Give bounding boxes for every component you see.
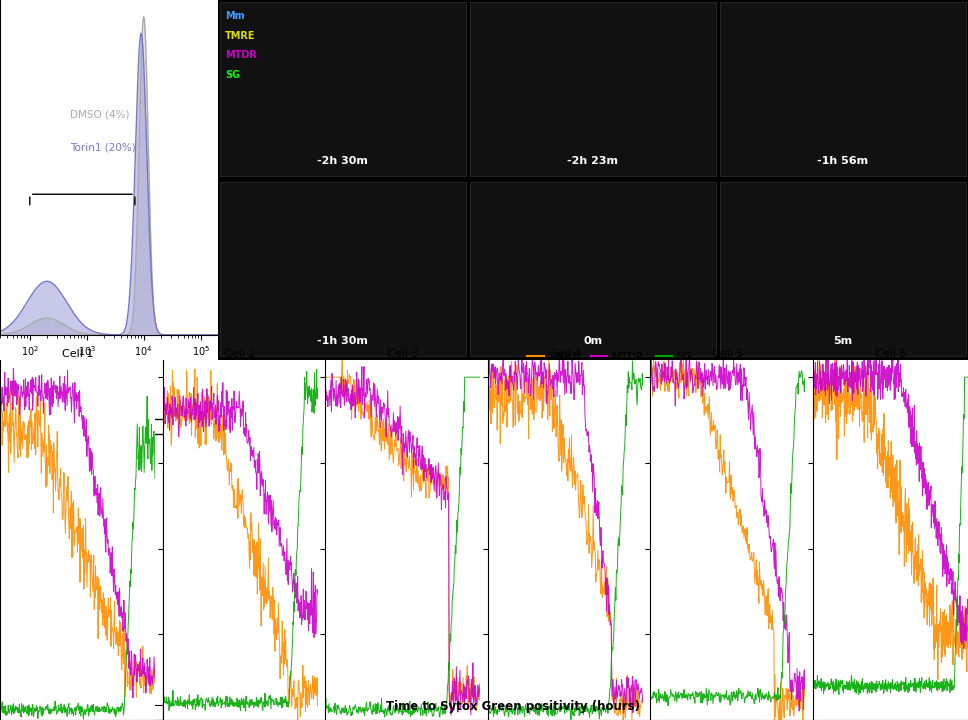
X-axis label: cyt c AF488: cyt c AF488 (73, 364, 145, 374)
Point (66, 657, 81, 668)
Title: Cell 2: Cell 2 (225, 349, 256, 359)
Text: MTDR: MTDR (226, 50, 257, 60)
Text: -1h 30m: -1h 30m (318, 336, 368, 346)
Point (168, 554, 184, 566)
Bar (720, 1, 966, 176)
Title: Cell 5: Cell 5 (712, 349, 743, 359)
Text: SG: SG (226, 71, 240, 80)
Bar (220, 1, 466, 176)
Title: Cell 3: Cell 3 (387, 349, 418, 359)
Point (34, 698, 49, 710)
Text: -2h 23m: -2h 23m (567, 156, 619, 166)
Text: 0m: 0m (584, 336, 602, 346)
Bar (470, 181, 715, 356)
Text: **: ** (122, 423, 134, 432)
Bar (16, 705, 54, 720)
Point (181, 418, 197, 429)
Bar (720, 181, 966, 356)
Text: -1h 56m: -1h 56m (817, 156, 868, 166)
Text: DMSO (4%): DMSO (4%) (70, 109, 129, 120)
Point (28, 700, 44, 711)
Bar (164, 469, 201, 720)
Point (143, 698, 159, 710)
Legend: UN, Mm: UN, Mm (5, 390, 46, 423)
Text: 5m: 5m (833, 336, 853, 346)
Bar (54, 662, 93, 720)
Bar (125, 705, 164, 720)
Point (21, 701, 37, 713)
Point (73, 649, 88, 660)
Title: Cell 6: Cell 6 (875, 349, 906, 359)
Title: Cell 1: Cell 1 (62, 349, 93, 359)
Point (59, 665, 75, 677)
Text: -2h 30m: -2h 30m (318, 156, 368, 166)
Bar (220, 181, 466, 356)
Text: C: C (196, 0, 210, 1)
Title: Cell 4: Cell 4 (550, 349, 581, 359)
Text: Mm: Mm (226, 11, 245, 21)
Legend: TMRE, MTDR, SG: TMRE, MTDR, SG (523, 348, 697, 366)
Point (174, 471, 190, 482)
Text: Time to Sytox Green positivity (hours): Time to Sytox Green positivity (hours) (386, 700, 640, 713)
Point (130, 701, 145, 713)
Text: ***: *** (100, 407, 118, 417)
Text: TMRE: TMRE (226, 30, 256, 40)
Bar (470, 1, 715, 176)
Point (136, 700, 152, 711)
Text: Torin1 (20%): Torin1 (20%) (70, 143, 136, 153)
